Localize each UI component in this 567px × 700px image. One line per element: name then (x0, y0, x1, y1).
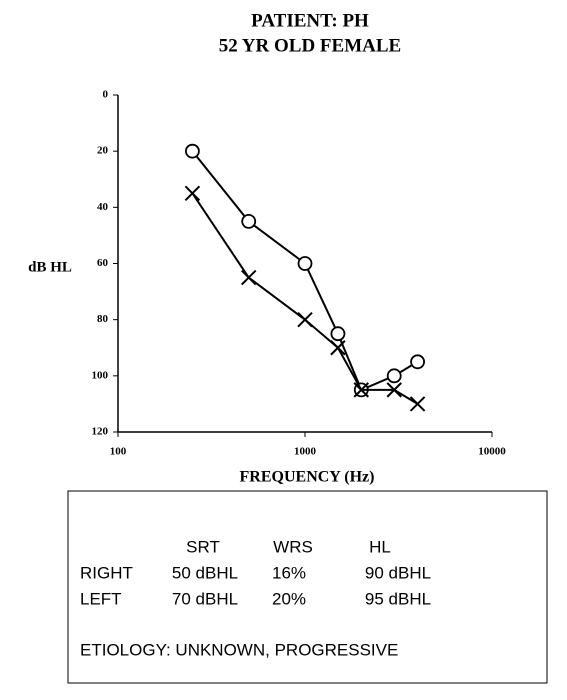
table-header: HL (369, 537, 391, 556)
y-tick-label: 40 (97, 201, 109, 213)
x-tick-label: 100 (110, 446, 127, 458)
marker-x (386, 382, 402, 398)
y-tick-label: 60 (97, 257, 109, 269)
marker-x (240, 269, 257, 286)
y-tick-label: 0 (103, 89, 109, 101)
table-header: WRS (273, 537, 313, 556)
x-tick-label: 10000 (478, 446, 506, 458)
chart-title: PATIENT: PH (251, 10, 369, 31)
y-axis-label: dB HL (28, 259, 72, 275)
y-tick-label: 80 (97, 313, 109, 325)
table-cell: 20% (272, 589, 306, 608)
marker-x (330, 340, 346, 356)
marker-x (409, 396, 426, 412)
marker-x (297, 311, 313, 328)
series-line (191, 192, 419, 405)
row-label: RIGHT (80, 563, 133, 582)
marker-x (353, 382, 370, 398)
marker-circle (386, 368, 402, 384)
table-cell: 90 dBHL (365, 563, 431, 582)
table-box (67, 490, 548, 684)
marker-circle (185, 143, 200, 159)
marker-circle (410, 354, 425, 370)
y-tick-label: 100 (92, 369, 109, 381)
chart-subtitle: 52 YR OLD FEMALE (219, 35, 401, 56)
x-tick-label: 1000 (294, 446, 317, 458)
marker-circle (297, 256, 313, 271)
table-footnote: ETIOLOGY: UNKNOWN, PROGRESSIVE (80, 640, 398, 659)
table-cell: 70 dBHL (172, 589, 238, 608)
row-label: LEFT (80, 589, 122, 608)
table-cell: 50 dBHL (172, 563, 238, 582)
marker-circle (241, 213, 257, 229)
table-cell: 16% (272, 563, 306, 582)
marker-circle (330, 326, 346, 342)
table-header: SRT (186, 537, 220, 556)
table-cell: 95 dBHL (365, 589, 431, 608)
marker-x (184, 185, 201, 201)
y-tick-label: 120 (92, 426, 109, 438)
y-tick-label: 20 (97, 145, 109, 157)
x-axis-label: FREQUENCY (Hz) (240, 469, 375, 486)
